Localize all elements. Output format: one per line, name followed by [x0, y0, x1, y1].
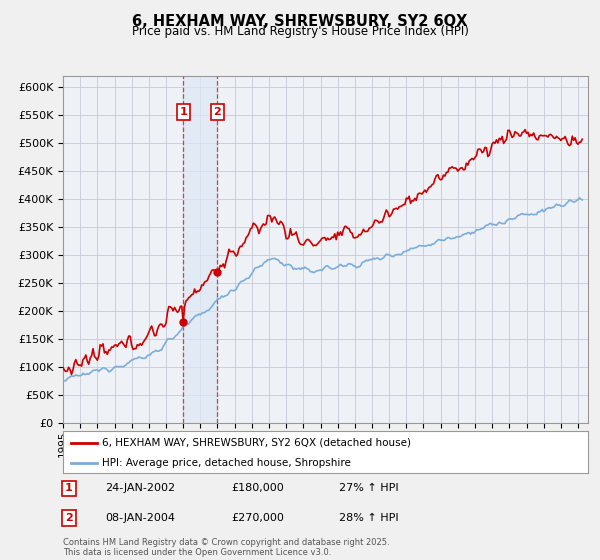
Bar: [183, 76, 217, 423]
Text: 1: 1: [179, 107, 187, 117]
Text: 1: 1: [65, 483, 73, 493]
Text: £270,000: £270,000: [231, 513, 284, 523]
Text: HPI: Average price, detached house, Shropshire: HPI: Average price, detached house, Shro…: [103, 458, 351, 468]
Text: 6, HEXHAM WAY, SHREWSBURY, SY2 6QX: 6, HEXHAM WAY, SHREWSBURY, SY2 6QX: [133, 14, 467, 29]
Text: 08-JAN-2004: 08-JAN-2004: [105, 513, 175, 523]
Text: 27% ↑ HPI: 27% ↑ HPI: [339, 483, 398, 493]
Text: £180,000: £180,000: [231, 483, 284, 493]
Text: Price paid vs. HM Land Registry's House Price Index (HPI): Price paid vs. HM Land Registry's House …: [131, 25, 469, 38]
Text: Contains HM Land Registry data © Crown copyright and database right 2025.
This d: Contains HM Land Registry data © Crown c…: [63, 538, 389, 557]
Text: 28% ↑ HPI: 28% ↑ HPI: [339, 513, 398, 523]
Text: 2: 2: [65, 513, 73, 523]
Text: 6, HEXHAM WAY, SHREWSBURY, SY2 6QX (detached house): 6, HEXHAM WAY, SHREWSBURY, SY2 6QX (deta…: [103, 438, 412, 448]
Text: 2: 2: [214, 107, 221, 117]
Text: 24-JAN-2002: 24-JAN-2002: [105, 483, 175, 493]
